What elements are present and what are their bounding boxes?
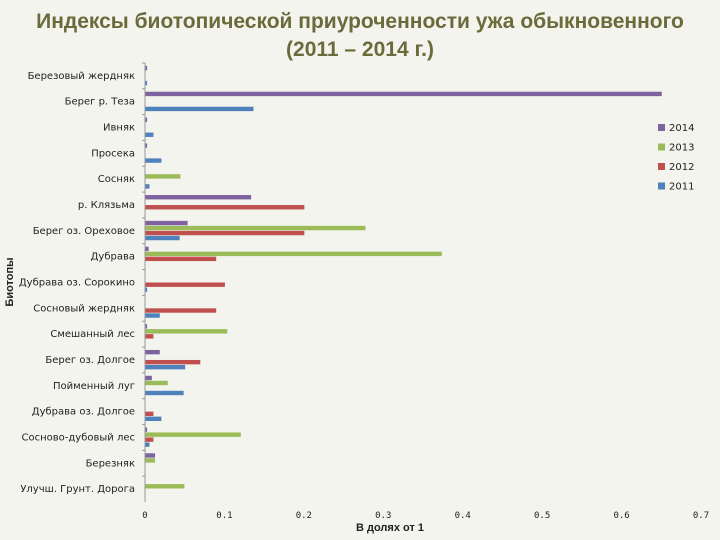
bar-2011 (145, 106, 254, 112)
bar-2014 (145, 246, 149, 252)
bar-2013 (145, 251, 442, 257)
bar-2013 (145, 458, 156, 463)
bar-2014 (145, 324, 148, 329)
category-label: Сосновый жердняк (33, 303, 135, 314)
bar-2011 (145, 364, 186, 370)
legend-label-2011: 2011 (669, 182, 694, 193)
bar-2011 (145, 80, 148, 86)
bar-2012 (145, 359, 201, 365)
bar-2011 (145, 287, 148, 292)
category-label: р. Клязьма (78, 200, 135, 211)
legend-swatch-2013 (658, 143, 665, 151)
bar-2011 (145, 132, 154, 137)
bar-2011 (145, 390, 184, 396)
category-label: Улучш. Грунт. Дорога (20, 484, 135, 495)
bar-2012 (145, 437, 154, 442)
bar-2011 (145, 416, 162, 422)
bar-2014 (145, 453, 156, 458)
bar-2011 (145, 184, 150, 189)
plot-area: Березовый жердняк Берег р. Теза Ивняк Просе… (19, 62, 709, 521)
chart-title: Индексы биотопической приуроченности ужа… (0, 8, 720, 64)
bar-2011 (145, 313, 160, 318)
legend-label-2013: 2013 (669, 143, 694, 154)
category-label: Дубрава оз. Долгое (32, 407, 135, 418)
x-tick-label: 0.7 (693, 511, 709, 521)
bar-2014 (145, 117, 148, 122)
bar-2013 (145, 174, 181, 179)
bar-2012 (145, 308, 217, 313)
bar-2014 (145, 195, 252, 200)
legend-swatch-2014 (658, 124, 665, 131)
x-tick-label: 0.2 (296, 511, 312, 521)
legend-swatch-2012 (658, 163, 665, 170)
chart-title-line2: (2011 – 2014 г.) (286, 38, 434, 61)
category-label: Дубрава (91, 252, 135, 263)
category-label: Берег оз. Долгое (45, 355, 135, 366)
x-tick-label: 0.1 (216, 511, 232, 521)
category-label: Березняк (86, 458, 135, 469)
legend: 2014 2013 2012 2011 (658, 123, 694, 193)
bar-2014 (145, 375, 152, 381)
bar-2013 (145, 380, 168, 386)
category-label: Пойменный луг (53, 381, 135, 392)
y-axis-title: Биотопы (4, 257, 16, 306)
bar-2014 (145, 65, 148, 71)
bar-2012 (145, 282, 225, 287)
bar-2014 (145, 143, 148, 148)
x-tick-label: 0.4 (455, 511, 471, 521)
legend-swatch-2011 (658, 182, 665, 190)
bar-2011 (145, 158, 162, 163)
bar-2014 (145, 349, 160, 355)
bar-2013 (145, 484, 185, 489)
bar-2011 (145, 442, 150, 447)
bar-2011 (145, 235, 180, 241)
x-tick-label: 0 (142, 511, 147, 521)
bar-2012 (145, 256, 217, 262)
x-tick-label: 0.3 (375, 511, 391, 521)
x-tick-label: 0.6 (613, 511, 629, 521)
bar-2014 (145, 91, 662, 97)
bar-2012 (145, 411, 154, 417)
bar-2013 (145, 432, 241, 437)
bar-2012 (145, 205, 305, 210)
bar-2012 (145, 334, 154, 339)
category-label: Березовый жердняк (28, 71, 135, 82)
category-label: Просека (91, 148, 135, 159)
category-label: Смешанный лес (50, 329, 135, 340)
category-label: Берег оз. Ореховое (33, 226, 135, 237)
category-label: Сосняк (98, 174, 135, 185)
category-label: Ивняк (103, 123, 135, 134)
bar-2012 (145, 230, 305, 236)
category-label: Дубрава оз. Сорокино (19, 278, 135, 289)
x-axis-title: В долях от 1 (356, 522, 424, 534)
legend-label-2014: 2014 (669, 123, 694, 134)
category-label: Берег р. Теза (65, 97, 135, 108)
bar-2014 (145, 220, 188, 226)
x-tick-label: 0.5 (534, 511, 550, 521)
bar-2013 (145, 329, 228, 334)
category-label: Сосново-дубовый лес (21, 432, 135, 443)
chart-title-line1: Индексы биотопической приуроченности ужа… (36, 10, 684, 33)
legend-label-2012: 2012 (669, 162, 694, 173)
bar-2014 (145, 427, 148, 432)
bar-2013 (145, 225, 366, 231)
